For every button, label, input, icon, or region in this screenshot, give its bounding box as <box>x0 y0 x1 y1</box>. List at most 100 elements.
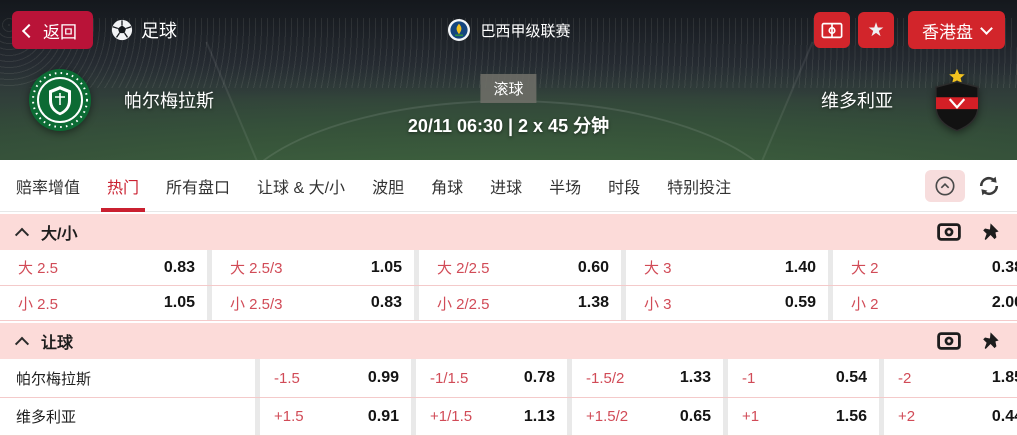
odds-cell[interactable]: 小 2.5/3 0.83 <box>207 286 414 320</box>
tab-odds-boost[interactable]: 赔率增值 <box>16 179 81 197</box>
tab-all-markets[interactable]: 所有盘口 <box>166 179 231 197</box>
tab-goals[interactable]: 进球 <box>490 179 523 197</box>
odds-cell[interactable]: 大 2 0.38 <box>828 250 1017 285</box>
odds-value: 0.54 <box>835 369 867 386</box>
odds-cell[interactable]: 小 3 0.59 <box>621 286 828 320</box>
handicap-header[interactable]: 让球 <box>0 323 1017 359</box>
market-view-icon[interactable] <box>937 223 961 241</box>
tab-corners[interactable]: 角球 <box>431 179 464 197</box>
handicap-label: +2 <box>898 408 916 425</box>
soccer-ball-icon <box>111 19 133 41</box>
selection-label: 小 2/2.5 <box>437 295 490 313</box>
odds-cell[interactable]: 大 2.5 0.83 <box>0 250 207 285</box>
live-badge: 滚球 <box>480 74 537 103</box>
odds-value: 0.99 <box>367 369 399 386</box>
market-tab-bar: 赔率增值 热门 所有盘口 让球 & 大/小 波胆 角球 进球 半场 时段 特别投… <box>0 160 1017 212</box>
odds-cell[interactable]: 大 2.5/3 1.05 <box>207 250 414 285</box>
pin-icon[interactable] <box>979 222 1000 243</box>
odds-cell[interactable]: +2 0.44 <box>879 398 1017 435</box>
over-under-section: 大/小 大 2.5 0.83 大 2.5/3 <box>0 214 1017 321</box>
odds-cell[interactable]: -1/1.5 0.78 <box>411 359 567 397</box>
tab-tools <box>925 169 1001 202</box>
over-under-header[interactable]: 大/小 <box>0 214 1017 250</box>
odds-type-dropdown[interactable]: 香港盘 <box>908 11 1005 49</box>
pin-icon[interactable] <box>979 331 1000 352</box>
odds-value: 1.85 <box>991 369 1017 386</box>
odds-cell[interactable]: +1.5/2 0.65 <box>567 398 723 435</box>
odds-value: 0.44 <box>991 407 1017 425</box>
match-center-info: 滚球 20/11 06:30 | 2 x 45 分钟 <box>408 74 609 138</box>
team-name-cell: 帕尔梅拉斯 <box>16 370 92 388</box>
tab-period[interactable]: 时段 <box>608 179 641 197</box>
star-icon: ★ <box>867 19 885 41</box>
selection-label: 小 2.5 <box>18 295 59 313</box>
sport-selector[interactable]: 足球 <box>111 17 177 43</box>
hero-banner: 返回 足球 巴西甲级联赛 <box>0 0 1017 160</box>
tab-hot[interactable]: 热门 <box>107 160 139 212</box>
refresh-icon <box>979 176 999 195</box>
handicap-label: +1/1.5 <box>430 408 473 425</box>
back-button[interactable]: 返回 <box>12 11 93 49</box>
selection-label: 大 2 <box>851 260 879 277</box>
odds-value: 1.33 <box>679 369 711 386</box>
league-logo <box>447 19 470 41</box>
section-icons <box>937 331 1000 352</box>
odds-cell[interactable]: +1 1.56 <box>723 398 879 435</box>
tab-handicap-over-under[interactable]: 让球 & 大/小 <box>257 179 346 197</box>
section-title: 大/小 <box>41 226 78 243</box>
odds-cell[interactable]: 小 2.5 1.05 <box>0 286 207 320</box>
pitch-view-button[interactable] <box>814 12 850 48</box>
odds-cell[interactable]: 大 2/2.5 0.60 <box>414 250 621 285</box>
odds-cell[interactable]: 大 3 1.40 <box>621 250 828 285</box>
section-icons <box>937 222 1000 243</box>
match-time: 20/11 06:30 | 2 x 45 分钟 <box>407 116 610 136</box>
odds-cell[interactable]: -1 0.54 <box>723 359 879 397</box>
odds-cell[interactable]: 小 2 2.00 <box>828 286 1017 320</box>
selection-label: 小 2 <box>851 295 879 313</box>
match-header: 帕尔梅拉斯 滚球 20/11 06:30 | 2 x 45 分钟 维多利亚 <box>0 60 1017 136</box>
tab-half[interactable]: 半场 <box>549 179 582 197</box>
home-team-name: 帕尔梅拉斯 <box>124 91 214 111</box>
odds-value: 0.91 <box>367 407 399 425</box>
selection-label: 大 2/2.5 <box>437 260 490 277</box>
league-header: 巴西甲级联赛 <box>446 18 571 42</box>
collapse-circle-chevron-icon <box>935 175 955 196</box>
tab-correct-score[interactable]: 波胆 <box>372 179 405 197</box>
odds-value: 1.13 <box>523 407 555 425</box>
pitch-field-icon <box>821 22 843 38</box>
chevron-down-icon <box>980 21 993 35</box>
odds-value: 0.78 <box>523 369 555 386</box>
selection-label: 大 2.5 <box>18 260 59 277</box>
odds-value: 0.59 <box>784 294 816 311</box>
market-view-icon[interactable] <box>937 332 961 350</box>
handicap-label: +1.5/2 <box>586 408 629 425</box>
home-handicap-row: 帕尔梅拉斯 -1.5 0.99 -1/1.5 0.78 -1.5/2 1.33 … <box>0 359 1017 397</box>
favorite-button[interactable]: ★ <box>858 12 894 48</box>
odds-cell[interactable]: -2 1.85 <box>879 359 1017 397</box>
odds-cell[interactable]: 小 2/2.5 1.38 <box>414 286 621 320</box>
odds-cell[interactable]: +1/1.5 1.13 <box>411 398 567 435</box>
over-under-rows: 大 2.5 0.83 大 2.5/3 1.05 大 2/2.5 0.60 大 3… <box>0 250 1017 321</box>
odds-cell[interactable]: -1.5 0.99 <box>255 359 411 397</box>
odds-value: 0.38 <box>991 258 1017 276</box>
odds-value: 1.05 <box>370 258 402 276</box>
odds-cell[interactable]: +1.5 0.91 <box>255 398 411 435</box>
odds-cell[interactable]: -1.5/2 1.33 <box>567 359 723 397</box>
handicap-label: -1.5 <box>274 369 300 387</box>
top-actions: ★ 香港盘 <box>814 11 1005 49</box>
refresh-button[interactable] <box>977 174 1001 198</box>
odds-value: 0.60 <box>577 258 609 276</box>
team-name-cell: 维多利亚 <box>16 409 77 426</box>
handicap-label: -1 <box>742 369 756 387</box>
tab-specials[interactable]: 特别投注 <box>667 179 732 197</box>
odds-value: 2.00 <box>991 294 1017 311</box>
handicap-section: 让球 帕尔梅拉斯 -1.5 0.99 -1/1. <box>0 323 1017 436</box>
section-title: 让球 <box>41 335 74 352</box>
handicap-label: -1.5/2 <box>586 369 625 387</box>
handicap-rows: 帕尔梅拉斯 -1.5 0.99 -1/1.5 0.78 -1.5/2 1.33 … <box>0 359 1017 436</box>
league-name: 巴西甲级联赛 <box>480 22 571 40</box>
handicap-label: +1.5 <box>274 408 304 425</box>
collapse-all-button[interactable] <box>925 169 965 202</box>
odds-type-label: 香港盘 <box>922 22 973 42</box>
odds-value: 1.56 <box>835 407 867 425</box>
